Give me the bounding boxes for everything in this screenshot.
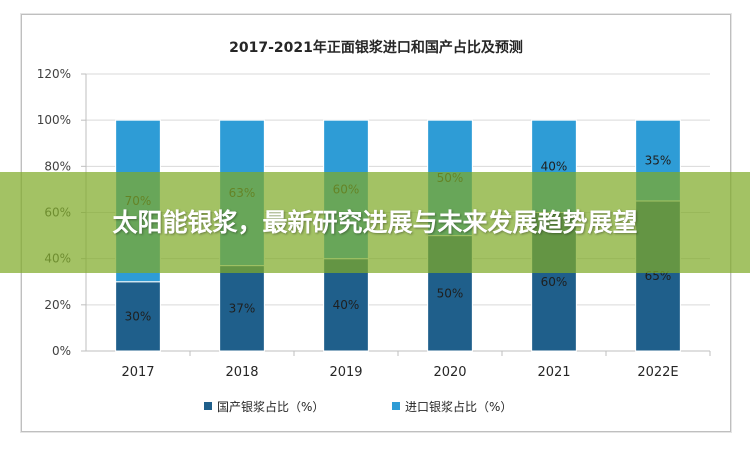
x-tick-label: 2018 bbox=[225, 365, 258, 380]
data-label: 60% bbox=[541, 275, 568, 289]
legend-label: 进口银浆占比（%） bbox=[405, 399, 512, 414]
x-tick-label: 2022E bbox=[637, 365, 678, 380]
data-label: 40% bbox=[541, 159, 568, 173]
y-tick-label: 20% bbox=[44, 298, 71, 312]
data-label: 35% bbox=[645, 154, 672, 168]
chart-title: 2017-2021年正面银浆进口和国产占比及预测 bbox=[229, 40, 523, 56]
headline-banner: 太阳能银浆，最新研究进展与未来发展趋势展望 bbox=[0, 172, 750, 273]
y-tick-label: 100% bbox=[37, 113, 71, 127]
x-tick-label: 2021 bbox=[537, 365, 570, 380]
y-tick-label: 0% bbox=[52, 344, 71, 358]
x-tick-label: 2017 bbox=[121, 365, 154, 380]
bar-domestic bbox=[219, 265, 265, 352]
data-label: 37% bbox=[229, 301, 256, 315]
legend-swatch bbox=[204, 402, 212, 410]
legend-label: 国产银浆占比（%） bbox=[217, 399, 324, 414]
x-tick-label: 2019 bbox=[329, 365, 362, 380]
data-label: 50% bbox=[437, 286, 464, 300]
headline-text: 太阳能银浆，最新研究进展与未来发展趋势展望 bbox=[112, 207, 638, 237]
data-label: 30% bbox=[125, 309, 152, 323]
x-tick-label: 2020 bbox=[433, 365, 466, 380]
bar-domestic bbox=[323, 258, 369, 352]
data-label: 40% bbox=[333, 298, 360, 312]
legend-swatch bbox=[392, 402, 400, 410]
y-tick-label: 120% bbox=[37, 67, 71, 81]
y-tick-label: 80% bbox=[44, 159, 71, 173]
